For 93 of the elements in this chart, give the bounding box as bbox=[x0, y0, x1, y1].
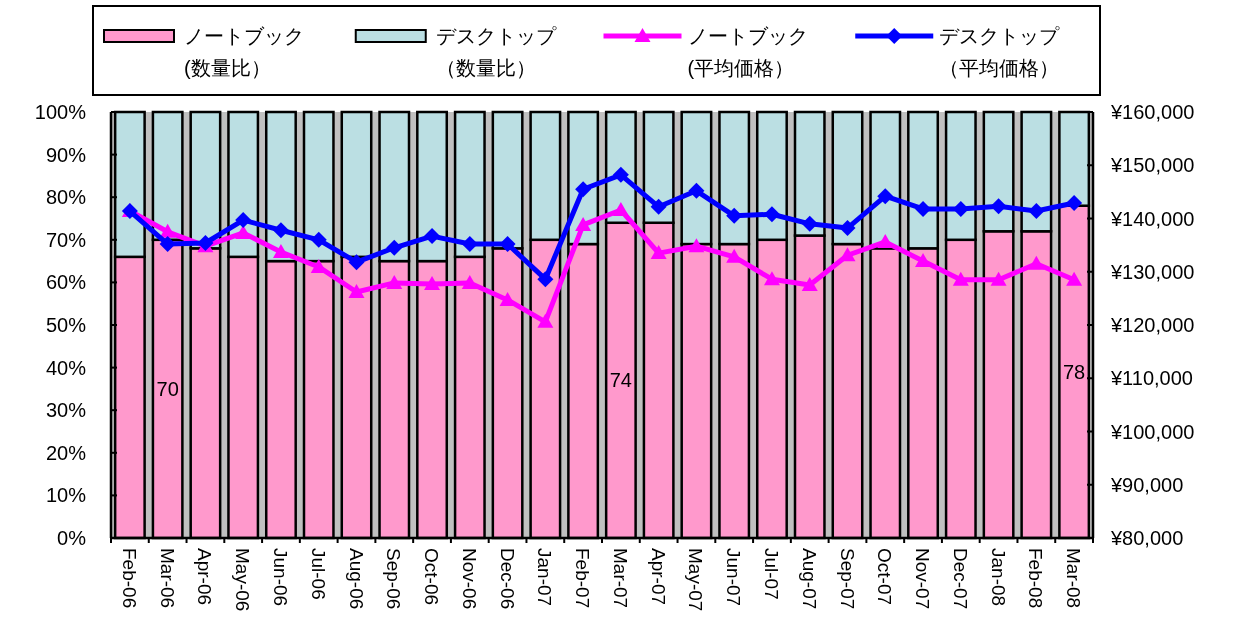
point bbox=[424, 276, 441, 290]
point bbox=[612, 201, 629, 216]
point bbox=[159, 223, 176, 238]
x-tick-label: Jan-07 bbox=[534, 548, 556, 607]
data-label: 78 bbox=[1062, 360, 1086, 383]
x-tick-label: Feb-07 bbox=[572, 548, 594, 609]
y2-tick-label: ¥100,000 bbox=[1110, 420, 1195, 443]
point bbox=[348, 254, 365, 271]
point bbox=[235, 212, 252, 229]
point bbox=[1066, 195, 1083, 212]
y-tick-label: 20% bbox=[45, 441, 87, 464]
x-tick-label: Aug-07 bbox=[798, 548, 820, 610]
point bbox=[915, 253, 932, 268]
x-tick-label: Feb-06 bbox=[118, 548, 140, 609]
x-tick-label: Nov-07 bbox=[912, 548, 934, 610]
point bbox=[839, 220, 856, 237]
y-tick-label: 0% bbox=[57, 527, 87, 549]
point bbox=[877, 188, 894, 205]
x-tick-label: Mar-08 bbox=[1063, 548, 1085, 609]
point bbox=[612, 166, 629, 183]
x-tick-label: Jul-07 bbox=[760, 548, 782, 600]
y-tick-label: 30% bbox=[45, 399, 87, 422]
point bbox=[688, 182, 705, 199]
point bbox=[1028, 203, 1045, 220]
y-tick-label: 70% bbox=[45, 228, 87, 251]
y-tick-label: 100% bbox=[34, 101, 87, 123]
x-tick-label: May-06 bbox=[232, 548, 254, 612]
data-label: 70 bbox=[156, 377, 179, 400]
point bbox=[1028, 255, 1045, 270]
legend-label: デスクトップ（平均価格） bbox=[939, 25, 1061, 79]
x-tick-label: Dec-06 bbox=[496, 548, 518, 610]
x-tick-label: Apr-07 bbox=[647, 548, 669, 606]
y-tick-label: 40% bbox=[45, 356, 87, 379]
x-tick-label: Feb-08 bbox=[1025, 548, 1047, 609]
y2-tick-label: ¥110,000 bbox=[1110, 367, 1193, 390]
point bbox=[310, 231, 327, 248]
y2-tick-label: ¥150,000 bbox=[1110, 154, 1195, 177]
x-tick-label: Oct-07 bbox=[874, 548, 896, 606]
point bbox=[386, 239, 403, 256]
point bbox=[537, 313, 554, 328]
point bbox=[348, 283, 365, 298]
point bbox=[386, 274, 403, 289]
point bbox=[990, 198, 1007, 215]
y-tick-label: 60% bbox=[45, 271, 87, 294]
x-tick-label: Jun-06 bbox=[269, 548, 291, 607]
x-tick-label: Dec-07 bbox=[949, 548, 971, 610]
x-tick-label: Jan-08 bbox=[987, 548, 1009, 607]
y-tick-label: 50% bbox=[45, 314, 87, 336]
point bbox=[801, 215, 818, 232]
point bbox=[272, 244, 289, 259]
y2-tick-label: ¥140,000 bbox=[1110, 207, 1195, 230]
x-tick-label: Mar-06 bbox=[156, 548, 178, 609]
legend-label: ノートブック(平均価格） bbox=[687, 25, 808, 79]
point bbox=[575, 181, 592, 198]
x-tick-label: May-07 bbox=[685, 548, 707, 612]
point bbox=[499, 236, 516, 253]
point bbox=[990, 271, 1007, 286]
y-tick-label: 10% bbox=[45, 484, 87, 507]
point bbox=[801, 277, 818, 292]
point bbox=[575, 216, 592, 231]
point bbox=[461, 236, 478, 253]
x-tick-label: Oct-06 bbox=[421, 548, 443, 606]
point bbox=[461, 274, 478, 289]
data-label: 74 bbox=[609, 369, 633, 392]
point bbox=[1066, 271, 1083, 286]
point bbox=[650, 198, 667, 215]
y-tick-label: 90% bbox=[45, 143, 87, 166]
point bbox=[159, 236, 176, 253]
point bbox=[688, 238, 705, 253]
y2-tick-label: ¥120,000 bbox=[1110, 314, 1195, 336]
y2-tick-label: ¥90,000 bbox=[1110, 473, 1184, 496]
x-tick-label: Apr-06 bbox=[194, 548, 216, 606]
point bbox=[272, 222, 289, 239]
point bbox=[235, 224, 252, 239]
x-tick-label: Jul-06 bbox=[307, 548, 329, 600]
x-tick-label: Mar-07 bbox=[609, 548, 631, 609]
x-tick-label: Sep-06 bbox=[383, 548, 405, 610]
x-tick-label: Aug-06 bbox=[345, 548, 367, 610]
x-tick-label: Nov-06 bbox=[458, 548, 480, 610]
legend-label: デスクトップ（数量比） bbox=[435, 25, 557, 79]
y2-tick-label: ¥130,000 bbox=[1110, 260, 1195, 283]
point bbox=[424, 228, 441, 245]
x-tick-label: Jun-07 bbox=[723, 548, 745, 607]
y-tick-label: 80% bbox=[45, 186, 87, 209]
point bbox=[763, 271, 780, 286]
point bbox=[877, 233, 894, 248]
y2-tick-label: ¥80,000 bbox=[1110, 527, 1184, 549]
point bbox=[537, 271, 554, 288]
point bbox=[952, 271, 969, 286]
x-tick-label: Sep-07 bbox=[836, 548, 858, 610]
point bbox=[650, 245, 667, 260]
y2-tick-label: ¥160,000 bbox=[1110, 101, 1195, 123]
legend-label: ノートブック(数量比） bbox=[184, 25, 304, 79]
